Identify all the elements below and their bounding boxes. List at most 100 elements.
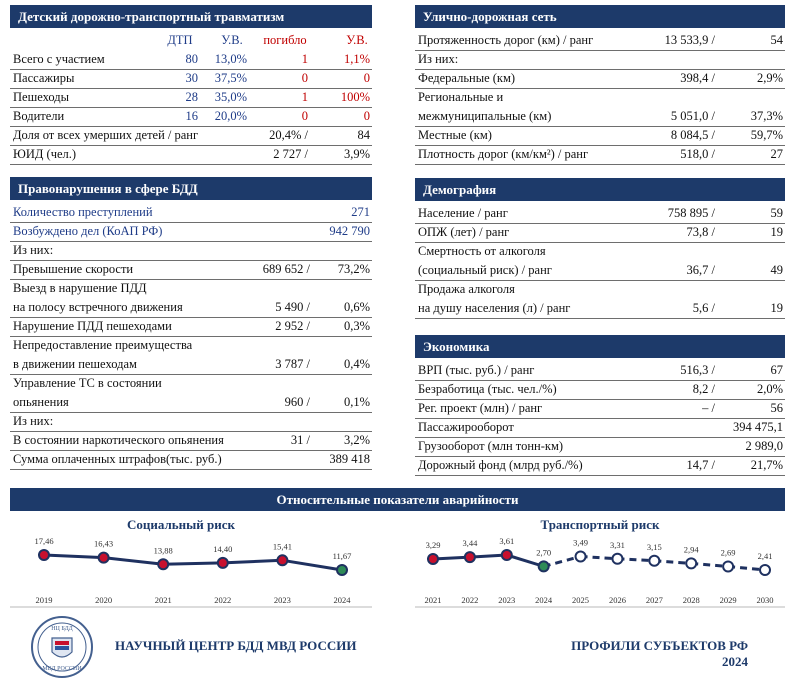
row-divider xyxy=(10,279,372,280)
chart-title: Транспортный риск xyxy=(541,517,660,532)
column-header: погибло xyxy=(263,33,307,47)
row-divider xyxy=(415,475,785,476)
row-value: 1 xyxy=(301,90,308,104)
data-label: 2,69 xyxy=(721,548,736,558)
line-segment xyxy=(163,561,223,566)
row-share: 942 790 xyxy=(329,224,370,238)
data-label: 14,40 xyxy=(213,544,232,554)
row-divider xyxy=(415,437,785,438)
row-value: 28 xyxy=(185,90,199,104)
row-share: 3,9% xyxy=(343,147,370,161)
section-header: Демография xyxy=(415,178,785,201)
column-header: У.В. xyxy=(346,33,368,47)
data-label: 3,29 xyxy=(426,540,441,550)
data-label: 3,49 xyxy=(573,538,588,548)
row-value: 398,4 / xyxy=(680,71,715,85)
row-value: 960 / xyxy=(284,395,310,409)
row-value: 16 xyxy=(185,109,199,123)
row-value: 20,0% xyxy=(214,109,247,123)
column-header: ДТП xyxy=(167,33,193,47)
data-label: 3,31 xyxy=(610,540,625,550)
row-share: 2,0% xyxy=(756,382,783,396)
row-share: 3,2% xyxy=(343,433,370,447)
x-tick-label: 2024 xyxy=(334,595,352,605)
row-value: 2 727 / xyxy=(273,147,308,161)
data-point xyxy=(38,549,50,561)
row-share: 56 xyxy=(770,401,784,415)
data-point xyxy=(722,560,735,573)
row-divider xyxy=(10,450,372,451)
row-share: 19 xyxy=(770,225,784,239)
line-segment xyxy=(43,553,104,560)
data-point xyxy=(685,557,698,570)
row-share: 59 xyxy=(770,206,784,220)
row-label: Рег. проект (млн) / ранг xyxy=(418,401,543,415)
data-point xyxy=(276,554,289,567)
row-label: Пассажирооборот xyxy=(418,420,514,434)
row-share: 19 xyxy=(770,301,784,315)
data-label: 17,46 xyxy=(34,536,53,546)
row-value: 14,7 / xyxy=(686,458,715,472)
row-share: 84 xyxy=(357,128,371,142)
row-label: Пассажиры xyxy=(13,71,75,85)
line-segment xyxy=(691,561,729,568)
row-share: 0,3% xyxy=(343,319,370,333)
data-label: 3,15 xyxy=(647,542,662,552)
row-divider xyxy=(415,418,785,419)
row-value: 0 xyxy=(301,71,308,85)
row-divider xyxy=(10,241,372,242)
row-value: 0 xyxy=(363,109,370,123)
logo-stripe xyxy=(55,646,69,650)
row-value: 30 xyxy=(185,71,199,85)
row-value: 516,3 / xyxy=(680,363,715,377)
logo-inner-ring xyxy=(37,622,87,672)
x-tick-label: 2023 xyxy=(498,595,515,605)
section-header: Правонарушения в сфере БДД xyxy=(10,177,372,200)
row-label: Продажа алкоголя xyxy=(418,282,515,296)
line-segment xyxy=(222,558,283,565)
line-segment xyxy=(103,556,164,566)
row-value: 80 xyxy=(185,52,199,66)
row-divider xyxy=(415,456,785,457)
row-label: Плотность дорог (км/км²) / ранг xyxy=(418,147,589,161)
line-segment xyxy=(654,559,692,565)
row-label: Местные (км) xyxy=(418,128,492,142)
row-divider xyxy=(10,374,372,375)
data-label: 11,67 xyxy=(333,551,352,561)
row-value: 37,5% xyxy=(214,71,247,85)
row-label: Федеральные (км) xyxy=(418,71,516,85)
row-divider xyxy=(415,318,785,319)
data-label: 3,44 xyxy=(462,538,478,548)
row-value: 100% xyxy=(340,90,370,104)
logo xyxy=(31,616,93,678)
row-value: 1 xyxy=(301,52,308,66)
data-label: 13,88 xyxy=(154,545,173,555)
data-point xyxy=(611,552,624,565)
row-divider xyxy=(415,399,785,400)
row-value: 5,6 / xyxy=(692,301,715,315)
row-value: 36,7 / xyxy=(686,263,715,277)
row-share: 27 xyxy=(770,147,784,161)
row-label: В состоянии наркотического опьянения xyxy=(13,433,224,447)
row-divider xyxy=(415,380,785,381)
row-value: 518,0 / xyxy=(680,147,715,161)
row-label: Доля от всех умерших детей / ранг xyxy=(13,128,199,142)
row-divider xyxy=(10,69,372,70)
row-label: Население / ранг xyxy=(418,206,508,220)
row-value: 5 490 / xyxy=(275,300,310,314)
x-tick-label: 2019 xyxy=(36,595,53,605)
row-divider xyxy=(10,164,372,165)
data-point xyxy=(574,550,587,563)
line-segment xyxy=(282,558,343,572)
row-label: ЮИД (чел.) xyxy=(13,147,77,161)
data-point xyxy=(463,551,476,564)
x-tick-label: 2021 xyxy=(155,595,172,605)
section-header: Экономика xyxy=(415,335,785,358)
x-tick-label: 2021 xyxy=(425,595,442,605)
row-divider xyxy=(10,145,372,146)
footer-product: ПРОФИЛИ СУБЪЕКТОВ РФ xyxy=(571,638,748,653)
row-divider xyxy=(10,126,372,127)
row-value: 35,0% xyxy=(214,90,247,104)
x-tick-label: 2029 xyxy=(720,595,737,605)
row-label: Дорожный фонд (млрд руб./%) xyxy=(418,458,583,472)
